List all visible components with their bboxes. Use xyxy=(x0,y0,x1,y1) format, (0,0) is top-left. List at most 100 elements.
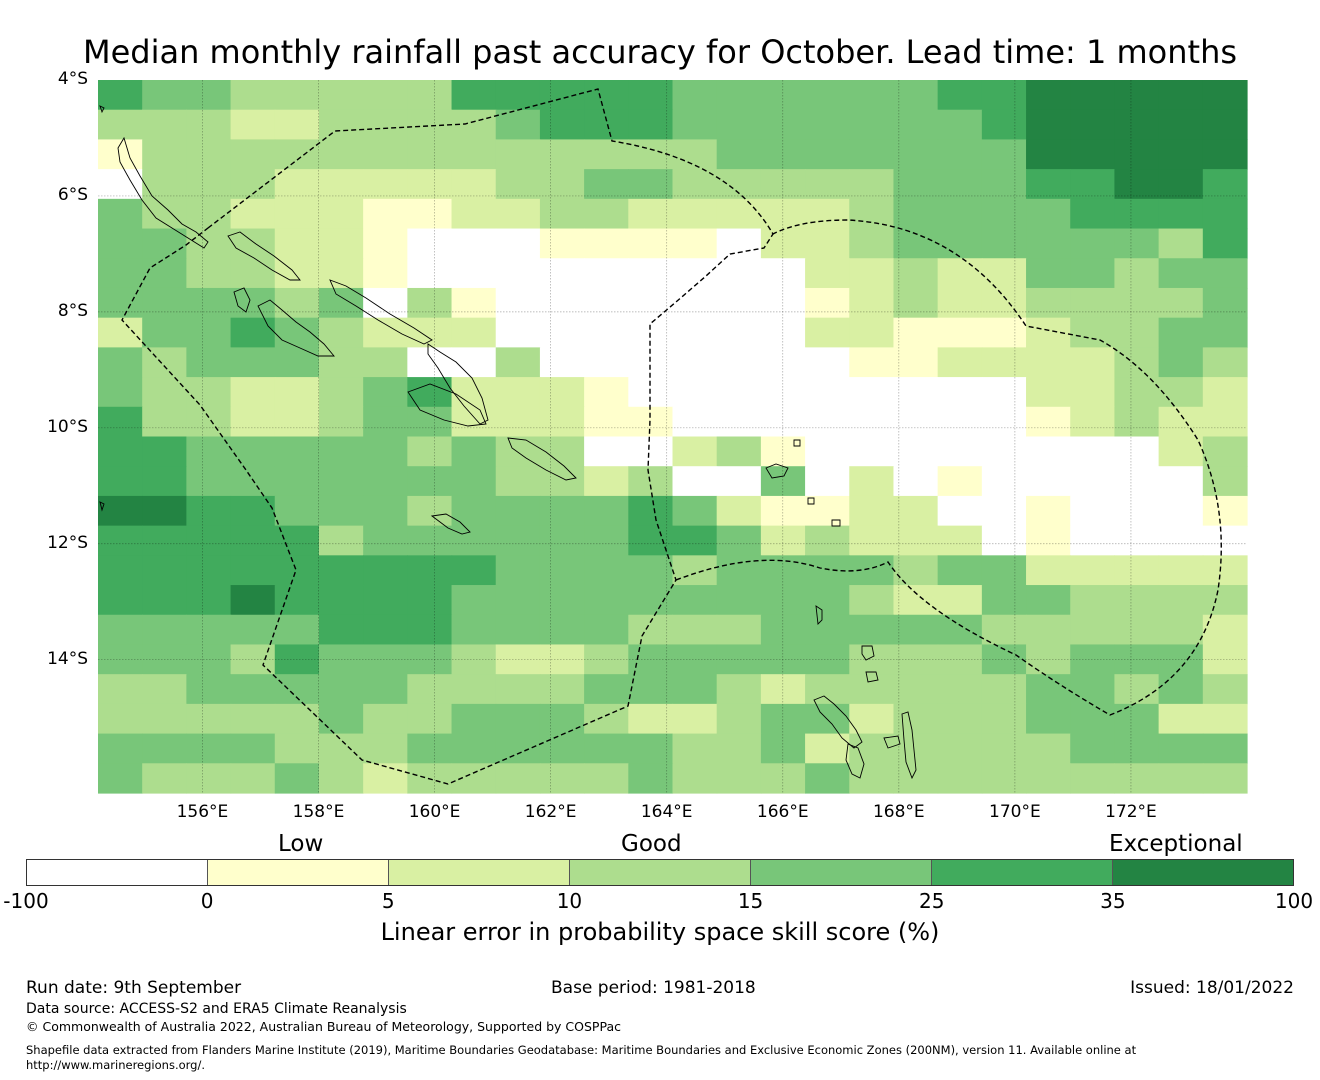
santa-cruz-outline xyxy=(765,463,789,479)
skill-cell xyxy=(937,169,983,200)
skill-cell xyxy=(1070,763,1116,794)
colorbar-title: Linear error in probability space skill … xyxy=(380,918,940,946)
skill-cell xyxy=(893,555,939,586)
skill-cell xyxy=(1026,228,1071,259)
skill-cell xyxy=(849,80,895,111)
skill-cell xyxy=(584,258,629,289)
skill-cell xyxy=(230,169,276,200)
skill-cell xyxy=(628,406,674,438)
skill-cell xyxy=(584,406,629,438)
skill-cell xyxy=(716,228,762,259)
skill-cell xyxy=(1202,555,1248,586)
new-georgia-outline xyxy=(233,287,251,313)
skill-cell xyxy=(1070,614,1116,646)
skill-cell xyxy=(584,377,629,408)
skill-cell xyxy=(495,347,541,378)
skill-cell xyxy=(893,466,939,497)
skill-cell xyxy=(849,674,895,705)
skill-cell xyxy=(628,169,674,200)
skill-cell xyxy=(451,466,497,497)
latitude-label: 14°S xyxy=(47,648,88,669)
skill-cell xyxy=(495,287,541,319)
skill-cell xyxy=(1202,109,1248,141)
skill-cell xyxy=(628,109,674,141)
skill-cell xyxy=(981,406,1027,438)
skill-cell xyxy=(1026,377,1071,408)
skill-cell xyxy=(98,317,143,348)
skill-cell xyxy=(407,258,453,289)
skill-cell xyxy=(672,763,718,794)
skill-cell xyxy=(937,525,983,556)
skill-cell xyxy=(274,198,320,230)
skill-cell xyxy=(805,495,850,527)
skill-cell xyxy=(716,169,762,200)
latitude-label: 8°S xyxy=(57,300,88,321)
skill-cell xyxy=(142,347,187,378)
skill-cell xyxy=(539,139,585,170)
skill-cell xyxy=(274,169,320,200)
skill-cell xyxy=(539,703,585,735)
skill-cell xyxy=(142,466,187,497)
skill-cell xyxy=(760,585,806,616)
skill-cell xyxy=(981,347,1027,378)
skill-cell xyxy=(1158,525,1204,556)
skill-cell xyxy=(98,585,143,616)
skill-cell xyxy=(495,555,541,586)
skill-cell xyxy=(363,287,408,319)
skill-cell xyxy=(937,377,983,408)
skill-cell xyxy=(495,258,541,289)
skill-cell xyxy=(1158,347,1204,378)
skill-cell xyxy=(805,466,850,497)
skill-cell xyxy=(584,80,629,111)
map-title: Median monthly rainfall past accuracy fo… xyxy=(82,33,1238,71)
skill-cell xyxy=(1114,585,1160,616)
skill-cell xyxy=(451,436,497,467)
skill-cell xyxy=(1158,406,1204,438)
skill-cell xyxy=(407,139,453,170)
skill-cell xyxy=(937,495,983,527)
skill-cell xyxy=(628,585,674,616)
skill-cell xyxy=(716,80,762,111)
skill-cell xyxy=(805,258,850,289)
skill-cell xyxy=(1202,287,1248,319)
skill-cell xyxy=(230,674,276,705)
skill-cell xyxy=(1158,733,1204,764)
category-low-label: Low xyxy=(278,831,324,857)
skill-cell xyxy=(363,703,408,735)
skill-cell xyxy=(98,228,143,259)
skill-cell xyxy=(318,228,364,259)
skill-cell xyxy=(451,198,497,230)
skill-cell xyxy=(981,377,1027,408)
skill-cell xyxy=(318,169,364,200)
skill-cell xyxy=(805,347,850,378)
skill-cell xyxy=(805,406,850,438)
skill-cell xyxy=(539,763,585,794)
skill-cell xyxy=(539,644,585,675)
skill-cell xyxy=(318,614,364,646)
skill-cell xyxy=(363,198,408,230)
skill-cell xyxy=(407,733,453,764)
anuta-outline xyxy=(831,519,841,527)
skill-cell xyxy=(407,347,453,378)
skill-cell xyxy=(1114,406,1160,438)
skill-cell xyxy=(230,555,276,586)
skill-cell xyxy=(628,733,674,764)
skill-cell xyxy=(981,169,1027,200)
skill-cell xyxy=(628,377,674,408)
skill-cell xyxy=(274,406,320,438)
skill-cell xyxy=(451,258,497,289)
skill-cell xyxy=(893,674,939,705)
skill-cell xyxy=(1070,585,1116,616)
skill-cell xyxy=(407,644,453,675)
skill-cell xyxy=(716,466,762,497)
skill-cell xyxy=(805,80,850,111)
skill-cell xyxy=(363,555,408,586)
skill-cell xyxy=(849,347,895,378)
skill-cell xyxy=(1070,317,1116,348)
skill-cell xyxy=(760,436,806,467)
solomon-islands-eez xyxy=(121,88,774,785)
skill-cell xyxy=(495,228,541,259)
category-exceptional-label: Exceptional xyxy=(1109,831,1243,857)
skill-cell xyxy=(142,169,187,200)
skill-cell xyxy=(274,733,320,764)
